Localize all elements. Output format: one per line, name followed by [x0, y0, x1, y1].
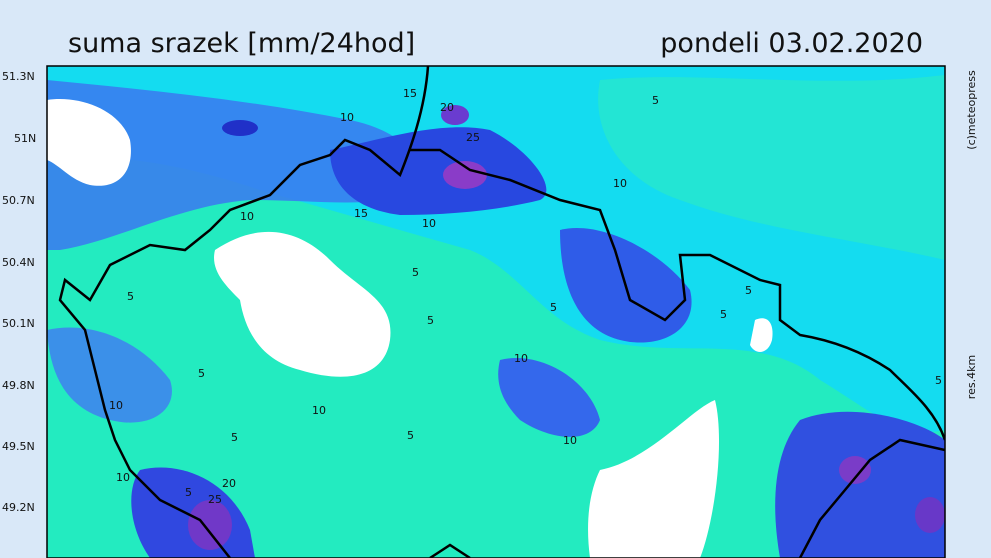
- latitude-label: 49.8N: [2, 379, 35, 392]
- latitude-label: 50.1N: [2, 317, 35, 330]
- country-border: [58, 66, 945, 558]
- field-core: [222, 120, 258, 136]
- contour-label: 25: [208, 493, 222, 506]
- contour-label: 20: [440, 101, 454, 114]
- contour-label: 10: [340, 111, 354, 124]
- contour-label: 5: [198, 367, 205, 380]
- field-blue: [775, 411, 945, 558]
- contour-label: 5: [412, 266, 419, 279]
- contour-label: 5: [652, 94, 659, 107]
- contour-label: 15: [354, 207, 368, 220]
- field-core: [441, 105, 469, 125]
- latitude-label: 51.3N: [2, 70, 35, 83]
- contour-label: 10: [422, 217, 436, 230]
- credit: (c)meteopress: [965, 70, 978, 150]
- contour-label: 10: [312, 404, 326, 417]
- contour-label: 5: [720, 308, 727, 321]
- contour-label: 15: [403, 87, 417, 100]
- contour-label: 20: [222, 477, 236, 490]
- contour-label: 10: [109, 399, 123, 412]
- map-date: pondeli 03.02.2020: [660, 28, 923, 59]
- resolution: res.4km: [965, 355, 978, 399]
- contour-label: 5: [550, 301, 557, 314]
- field-blue: [330, 127, 547, 215]
- contour-label: 10: [514, 352, 528, 365]
- map-frame: [46, 65, 946, 558]
- contour-label: 5: [407, 429, 414, 442]
- field-core: [188, 500, 232, 550]
- field-dry: [47, 99, 131, 186]
- latitude-axis: 51.3N 51N 50.7N 50.4N 50.1N 49.8N 49.5N …: [2, 70, 36, 514]
- latitude-label: 49.2N: [2, 501, 35, 514]
- contour-label: 5: [185, 486, 192, 499]
- latitude-label: 50.7N: [2, 194, 35, 207]
- field-dry: [588, 400, 720, 558]
- field-core: [915, 497, 945, 533]
- field-blue: [498, 358, 600, 437]
- contour-label: 10: [240, 210, 254, 223]
- field-blue: [47, 80, 422, 250]
- contour-label: 10: [116, 471, 130, 484]
- field-core: [443, 161, 487, 189]
- precipitation-field: [47, 66, 945, 558]
- contour-label: 5: [427, 314, 434, 327]
- latitude-label: 49.5N: [2, 440, 35, 453]
- contour-label: 10: [613, 177, 627, 190]
- latitude-label: 50.4N: [2, 256, 35, 269]
- contour-label: 5: [745, 284, 752, 297]
- field-dry: [214, 231, 391, 377]
- contour-label: 5: [127, 290, 134, 303]
- field-dry: [750, 318, 773, 352]
- contour-label: 5: [231, 431, 238, 444]
- contour-label: 25: [466, 131, 480, 144]
- latitude-label: 51N: [14, 132, 36, 145]
- contour-label: 10: [563, 434, 577, 447]
- field-green: [598, 75, 945, 260]
- map-title: suma srazek [mm/24hod]: [68, 28, 415, 59]
- contour-labels: 5 10 15 20 25 10 15 10 10 5 5 5 5 5 5 10…: [109, 87, 942, 506]
- contour-label: 5: [935, 374, 942, 387]
- field-core: [839, 456, 871, 484]
- field-blue: [47, 327, 172, 423]
